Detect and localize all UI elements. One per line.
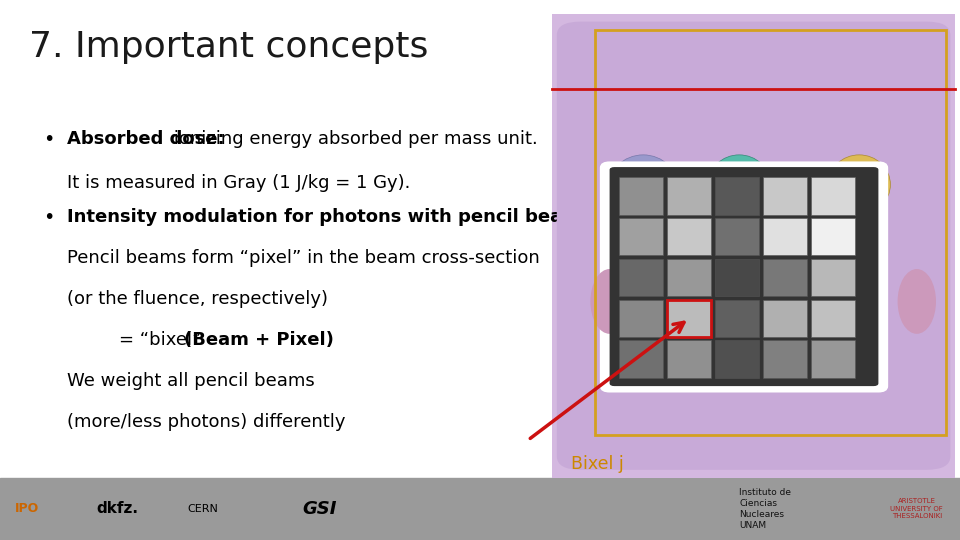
Bar — [667, 340, 711, 378]
Bar — [619, 340, 663, 378]
Bar — [715, 177, 759, 214]
FancyBboxPatch shape — [610, 167, 878, 386]
Bar — [811, 300, 855, 337]
Bar — [715, 218, 759, 255]
Bar — [619, 259, 663, 296]
Ellipse shape — [607, 155, 679, 225]
Text: Absorbed dose:: Absorbed dose: — [67, 130, 225, 147]
Bar — [763, 218, 807, 255]
Bar — [811, 259, 855, 296]
Text: GSI: GSI — [302, 500, 337, 518]
Text: Instituto de
Ciencias
Nucleares
UNAM: Instituto de Ciencias Nucleares UNAM — [739, 488, 791, 530]
FancyBboxPatch shape — [557, 22, 950, 470]
Bar — [763, 177, 807, 214]
Bar — [763, 259, 807, 296]
FancyBboxPatch shape — [602, 164, 886, 390]
Text: •: • — [43, 208, 55, 227]
Text: CERN: CERN — [187, 504, 218, 514]
Text: = “bixel”: = “bixel” — [96, 331, 207, 349]
Bar — [763, 300, 807, 337]
Text: Pencil beams form “pixel” in the beam cross-section: Pencil beams form “pixel” in the beam cr… — [67, 249, 540, 267]
Ellipse shape — [708, 155, 771, 214]
Ellipse shape — [898, 269, 936, 334]
Bar — [715, 340, 759, 378]
Ellipse shape — [590, 269, 629, 334]
Text: It is measured in Gray (1 J/kg = 1 Gy).: It is measured in Gray (1 J/kg = 1 Gy). — [67, 174, 411, 192]
Text: We weight all pencil beams: We weight all pencil beams — [67, 372, 315, 390]
Bar — [595, 30, 946, 435]
Bar — [619, 300, 663, 337]
Ellipse shape — [828, 155, 891, 214]
Bar — [619, 177, 663, 214]
Bar — [619, 218, 663, 255]
Bar — [715, 300, 759, 337]
Text: Intensity modulation for photons with pencil beams:: Intensity modulation for photons with pe… — [67, 208, 599, 226]
Bar — [667, 259, 711, 296]
Bar — [667, 218, 711, 255]
Bar — [667, 300, 711, 337]
Text: Bixel j: Bixel j — [571, 455, 624, 472]
Bar — [763, 340, 807, 378]
Text: IPO: IPO — [14, 502, 38, 516]
Bar — [811, 177, 855, 214]
Bar — [0, 478, 960, 540]
Text: dkfz.: dkfz. — [96, 502, 138, 516]
Bar — [667, 177, 711, 214]
Bar — [715, 259, 759, 296]
Text: (more/less photons) differently: (more/less photons) differently — [67, 413, 346, 431]
Text: ionizing energy absorbed per mass unit.: ionizing energy absorbed per mass unit. — [168, 130, 538, 147]
Bar — [811, 340, 855, 378]
Bar — [811, 218, 855, 255]
Text: (or the fluence, respectively): (or the fluence, respectively) — [67, 290, 328, 308]
Text: 7. Important concepts: 7. Important concepts — [29, 30, 428, 64]
Text: (Beam + Pixel): (Beam + Pixel) — [184, 331, 334, 349]
Bar — [552, 14, 955, 478]
Text: •: • — [43, 130, 55, 148]
Text: ARISTOTLE
UNIVERSITY OF
THESSALONIKI: ARISTOTLE UNIVERSITY OF THESSALONIKI — [891, 498, 943, 519]
Bar — [667, 300, 711, 337]
